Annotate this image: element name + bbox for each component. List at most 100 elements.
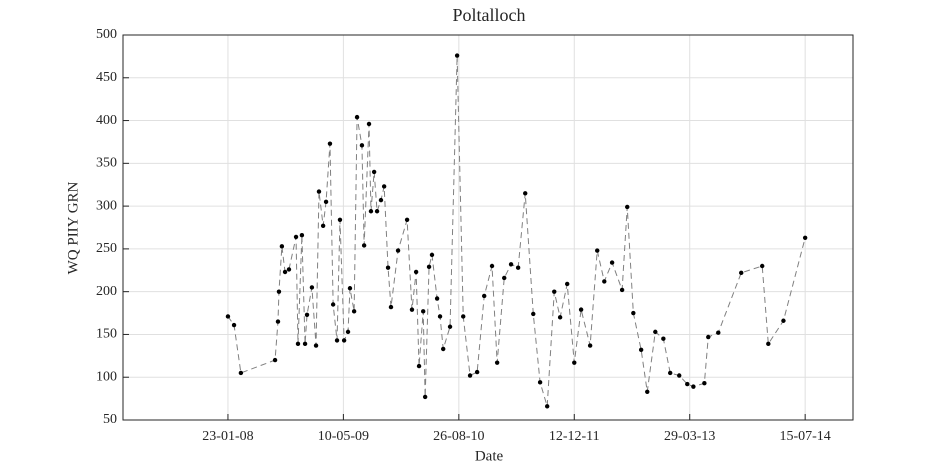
y-tick-label: 250 — [96, 241, 117, 256]
data-point — [482, 293, 487, 299]
data-point — [345, 329, 351, 335]
data-point — [531, 311, 536, 317]
data-point — [409, 307, 415, 312]
plot-frame — [122, 34, 854, 421]
data-point — [702, 381, 707, 386]
data-point — [461, 314, 466, 319]
data-point — [295, 341, 301, 347]
data-point — [238, 370, 244, 376]
y-tick-label: 400 — [96, 113, 117, 128]
data-point — [578, 307, 584, 312]
data-point — [667, 370, 673, 376]
data-point — [276, 289, 282, 294]
data-point — [275, 319, 281, 324]
data-point — [602, 279, 607, 284]
x-axis-label: Date — [475, 448, 504, 464]
data-point — [691, 384, 696, 389]
data-point — [337, 217, 343, 222]
y-tick-label: 150 — [96, 327, 117, 342]
data-point — [564, 281, 570, 287]
data-point — [429, 252, 435, 258]
data-point — [645, 389, 650, 394]
data-point — [434, 296, 440, 301]
data-point — [341, 338, 347, 343]
data-point — [231, 322, 237, 328]
x-tick-label: 10-05-09 — [318, 429, 369, 444]
data-point — [502, 275, 507, 281]
data-point — [361, 243, 367, 248]
data-point — [552, 289, 557, 294]
chart-title: Poltalloch — [453, 5, 526, 25]
data-point — [426, 264, 432, 270]
data-point — [413, 269, 419, 275]
data-point — [330, 302, 336, 307]
data-point — [351, 309, 357, 314]
data-point — [381, 184, 387, 189]
data-point — [474, 369, 480, 375]
data-point — [416, 363, 422, 369]
data-point — [286, 267, 292, 272]
y-tick-label: 300 — [96, 198, 117, 213]
data-point — [523, 191, 528, 196]
data-point — [422, 394, 428, 400]
data-point — [760, 263, 765, 269]
data-point — [494, 360, 500, 365]
data-point — [299, 233, 305, 238]
data-point — [781, 318, 786, 323]
x-tick-label: 23-01-08 — [202, 429, 253, 444]
data-point — [437, 314, 443, 319]
data-point — [489, 263, 495, 269]
y-tick-label: 350 — [96, 156, 117, 171]
data-point — [421, 309, 426, 314]
data-point — [609, 260, 615, 265]
data-point — [766, 341, 771, 347]
data-point — [368, 209, 374, 214]
data-point — [309, 285, 315, 290]
x-tick-label: 12-12-11 — [549, 429, 600, 444]
data-point — [316, 189, 322, 194]
data-point — [366, 121, 372, 127]
data-point — [302, 341, 308, 347]
data-point — [225, 314, 231, 319]
data-point — [327, 141, 333, 146]
y-tick-label: 200 — [96, 284, 117, 299]
data-point — [304, 312, 310, 317]
y-tick-label: 100 — [96, 369, 117, 384]
data-point — [441, 346, 446, 352]
data-point — [385, 265, 391, 270]
data-point — [661, 336, 666, 341]
data-point — [347, 286, 353, 291]
data-point — [515, 265, 521, 270]
data-point — [467, 373, 473, 378]
data-point — [653, 329, 658, 335]
y-tick-label: 500 — [96, 27, 117, 42]
data-point — [739, 270, 744, 276]
data-point — [587, 343, 593, 348]
data-point — [395, 248, 401, 253]
data-point — [371, 169, 377, 175]
y-tick-label: 50 — [103, 412, 117, 427]
data-line — [227, 55, 806, 407]
data-point — [279, 244, 285, 249]
x-tick-label: 29-03-13 — [664, 429, 715, 444]
data-point — [557, 315, 563, 320]
data-point — [572, 360, 577, 365]
data-point — [677, 373, 682, 378]
data-point — [282, 269, 288, 275]
data-point — [685, 381, 690, 387]
data-point — [354, 114, 360, 120]
x-tick-label: 26-08-10 — [433, 429, 484, 444]
data-point — [378, 197, 384, 203]
data-point — [313, 343, 319, 348]
data-point — [272, 357, 278, 363]
data-point — [374, 209, 380, 214]
data-point — [619, 287, 625, 293]
data-point — [537, 380, 543, 385]
data-point — [447, 324, 453, 329]
data-point — [638, 347, 644, 353]
data-point — [802, 235, 808, 240]
data-point — [625, 204, 630, 210]
data-point — [334, 338, 340, 343]
